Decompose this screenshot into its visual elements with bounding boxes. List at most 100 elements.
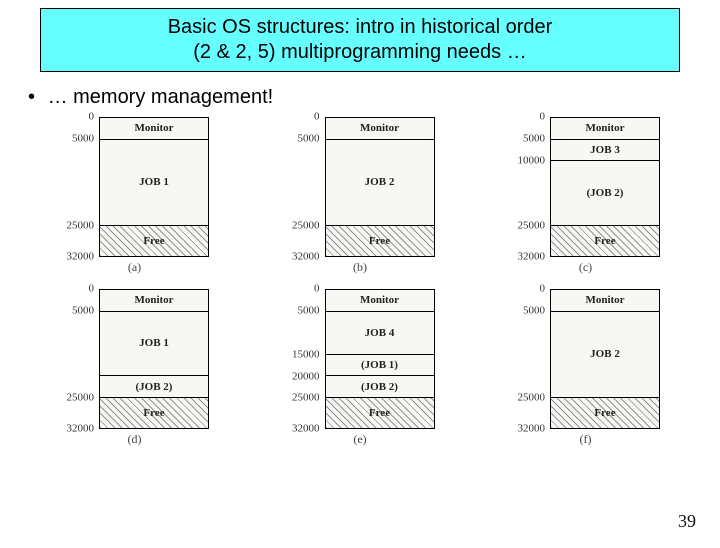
memory-segment: (JOB 2) <box>551 161 659 226</box>
segment-label: JOB 4 <box>365 327 395 339</box>
diagram-row-2: 050002500032000MonitorJOB 1(JOB 2)Free(d… <box>60 289 660 447</box>
address-column: 050002500032000 <box>511 289 545 429</box>
memory-segment: Monitor <box>326 290 434 312</box>
address-label: 5000 <box>72 133 94 144</box>
memory-diagram-c: 05000100002500032000MonitorJOB 3(JOB 2)F… <box>511 117 660 275</box>
memory-segment: Monitor <box>551 290 659 312</box>
memory-diagram-b: 050002500032000MonitorJOB 2Free(b) <box>286 117 435 275</box>
memory-segment: Free <box>551 398 659 428</box>
address-label: 0 <box>314 112 320 123</box>
segment-label: Free <box>143 235 164 247</box>
memory-box: Monitor JOB 1 (JOB 2) Free <box>99 289 209 429</box>
memory-segment: (JOB 2) <box>326 376 434 398</box>
memory-segment: Monitor <box>100 290 208 312</box>
segment-label: Monitor <box>134 294 173 306</box>
address-label: 0 <box>540 112 546 123</box>
memory-segment: Free <box>326 226 434 256</box>
address-column: 05000100002500032000 <box>511 117 545 257</box>
memory-segment: JOB 3 <box>551 140 659 162</box>
address-label: 10000 <box>518 155 546 166</box>
memory-segment: (JOB 1) <box>326 355 434 377</box>
segment-label: Free <box>143 407 164 419</box>
memory-segment: Free <box>100 398 208 428</box>
segment-label: JOB 3 <box>590 144 620 156</box>
memory-segment: Monitor <box>551 118 659 140</box>
address-label: 5000 <box>298 133 320 144</box>
memory-diagram-inner: 0500015000200002500032000MonitorJOB 4(JO… <box>286 289 435 429</box>
address-label: 32000 <box>518 252 546 263</box>
diagrams-area: 050002500032000MonitorJOB 1Free(a)050002… <box>60 117 660 447</box>
address-column: 050002500032000 <box>60 289 94 429</box>
segment-label: Monitor <box>585 122 624 134</box>
segment-label: Monitor <box>360 294 399 306</box>
address-label: 25000 <box>67 393 95 404</box>
address-label: 5000 <box>523 305 545 316</box>
segment-label: JOB 2 <box>365 176 395 188</box>
diagram-caption: (f) <box>580 432 592 447</box>
memory-segment: (JOB 2) <box>100 376 208 398</box>
memory-diagram-d: 050002500032000MonitorJOB 1(JOB 2)Free(d… <box>60 289 209 447</box>
title-line2: (2 & 2, 5) multiprogramming needs … <box>51 40 669 65</box>
memory-segment: JOB 4 <box>326 312 434 355</box>
memory-segment: Monitor <box>100 118 208 140</box>
segment-label: Free <box>594 407 615 419</box>
address-column: 050002500032000 <box>286 117 320 257</box>
diagram-caption: (b) <box>353 260 367 275</box>
segment-label: (JOB 2) <box>136 381 173 393</box>
memory-box: Monitor JOB 2 Free <box>325 117 435 257</box>
segment-label: Free <box>594 235 615 247</box>
bullet-text: … memory management! <box>48 86 274 108</box>
memory-diagram-inner: 05000100002500032000MonitorJOB 3(JOB 2)F… <box>511 117 660 257</box>
memory-diagram-inner: 050002500032000MonitorJOB 1(JOB 2)Free <box>60 289 209 429</box>
address-label: 5000 <box>72 305 94 316</box>
title-line1: Basic OS structures: intro in historical… <box>51 15 669 40</box>
address-label: 32000 <box>67 252 95 263</box>
address-label: 5000 <box>523 133 545 144</box>
segment-label: (JOB 1) <box>361 359 398 371</box>
address-label: 0 <box>314 284 320 295</box>
bullet-row: • … memory management! <box>28 86 700 109</box>
address-label: 25000 <box>518 393 546 404</box>
memory-segment: Free <box>100 226 208 256</box>
memory-diagram-inner: 050002500032000MonitorJOB 2Free <box>286 117 435 257</box>
address-label: 0 <box>540 284 546 295</box>
address-label: 25000 <box>67 221 95 232</box>
address-label: 0 <box>89 284 95 295</box>
bullet-dot: • <box>28 86 42 109</box>
memory-segment: JOB 2 <box>326 140 434 226</box>
address-label: 32000 <box>292 424 320 435</box>
segment-label: Monitor <box>360 122 399 134</box>
memory-segment: JOB 2 <box>551 312 659 398</box>
address-label: 5000 <box>298 305 320 316</box>
memory-segment: Free <box>551 226 659 256</box>
segment-label: (JOB 2) <box>587 187 624 199</box>
memory-diagram-inner: 050002500032000MonitorJOB 2Free <box>511 289 660 429</box>
memory-diagram-a: 050002500032000MonitorJOB 1Free(a) <box>60 117 209 275</box>
segment-label: (JOB 2) <box>361 381 398 393</box>
address-label: 15000 <box>292 349 320 360</box>
memory-diagram-e: 0500015000200002500032000MonitorJOB 4(JO… <box>286 289 435 447</box>
segment-label: Monitor <box>585 294 624 306</box>
diagram-caption: (e) <box>353 432 366 447</box>
memory-box: Monitor JOB 3 (JOB 2) Free <box>550 117 660 257</box>
address-column: 0500015000200002500032000 <box>286 289 320 429</box>
memory-diagram-inner: 050002500032000MonitorJOB 1Free <box>60 117 209 257</box>
segment-label: Free <box>369 407 390 419</box>
page-number: 39 <box>678 511 696 532</box>
address-label: 25000 <box>518 221 546 232</box>
segment-label: Monitor <box>134 122 173 134</box>
memory-segment: Free <box>326 398 434 428</box>
segment-label: JOB 2 <box>590 348 620 360</box>
address-label: 25000 <box>292 221 320 232</box>
memory-segment: JOB 1 <box>100 312 208 377</box>
address-label: 25000 <box>292 393 320 404</box>
memory-box: Monitor JOB 1 Free <box>99 117 209 257</box>
segment-label: JOB 1 <box>139 337 169 349</box>
title-bar: Basic OS structures: intro in historical… <box>40 8 680 72</box>
memory-box: Monitor JOB 2 Free <box>550 289 660 429</box>
memory-segment: JOB 1 <box>100 140 208 226</box>
address-column: 050002500032000 <box>60 117 94 257</box>
diagram-caption: (c) <box>579 260 592 275</box>
diagram-row-1: 050002500032000MonitorJOB 1Free(a)050002… <box>60 117 660 275</box>
address-label: 32000 <box>67 424 95 435</box>
